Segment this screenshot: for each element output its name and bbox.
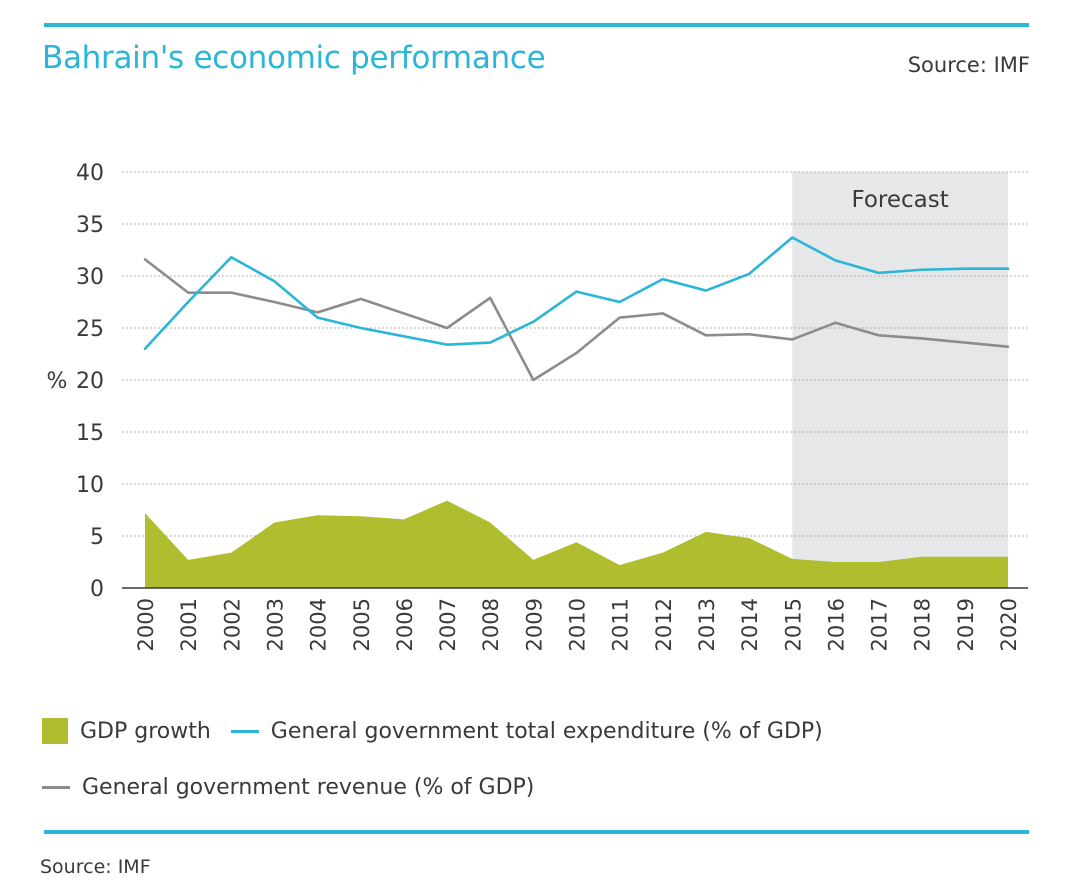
y-axis-label: % bbox=[47, 369, 68, 394]
y-tick-label-5: 5 bbox=[90, 525, 104, 550]
chart-title: Bahrain's economic performance bbox=[42, 40, 546, 76]
chart-area: Forecast 0 5 10 15 20 25 30 35 40% 2000 2001 2002 200… bbox=[47, 161, 1028, 651]
legend-swatch-gdp-growth bbox=[42, 718, 68, 744]
legend-swatch-revenue bbox=[42, 786, 70, 789]
x-tick-label-2013: 2013 bbox=[695, 598, 719, 651]
gdp-growth-area bbox=[145, 500, 1008, 588]
x-tick-label-2019: 2019 bbox=[954, 598, 978, 651]
legend-label-gdp-growth: GDP growth bbox=[80, 718, 211, 744]
legend-swatch-expenditure bbox=[230, 729, 259, 733]
y-tick-label-20: 20 bbox=[76, 369, 104, 394]
x-tick-label-2016: 2016 bbox=[824, 598, 848, 651]
x-tick-label-2006: 2006 bbox=[393, 598, 417, 651]
x-tick-label-2003: 2003 bbox=[263, 598, 287, 651]
x-tick-label-2018: 2018 bbox=[911, 598, 935, 651]
x-tick-label-2001: 2001 bbox=[177, 598, 201, 651]
x-tick-label-2017: 2017 bbox=[868, 598, 892, 651]
x-tick-label-2002: 2002 bbox=[220, 598, 244, 651]
legend-row-2: General government revenue (% of GDP) bbox=[42, 775, 534, 800]
expenditure-line bbox=[143, 236, 1010, 351]
x-tick-label-2011: 2011 bbox=[609, 598, 633, 651]
x-tick-label-2010: 2010 bbox=[566, 598, 590, 651]
y-tick-label-0: 0 bbox=[90, 577, 104, 602]
revenue-line bbox=[143, 258, 1010, 382]
x-tick-label-2005: 2005 bbox=[350, 598, 374, 651]
x-tick-label-2014: 2014 bbox=[738, 598, 762, 651]
y-tick-label-40: 40 bbox=[76, 161, 104, 186]
top-divider bbox=[44, 23, 1029, 27]
y-tick-label-15: 15 bbox=[76, 421, 104, 446]
y-tick-label-25: 25 bbox=[76, 317, 104, 342]
source-label-top: Source: IMF bbox=[907, 53, 1030, 77]
x-tick-label-2009: 2009 bbox=[522, 598, 546, 651]
x-tick-label-2020: 2020 bbox=[997, 598, 1021, 651]
forecast-band bbox=[792, 172, 1008, 588]
legend-label-expenditure: General government total expenditure (% … bbox=[270, 718, 823, 744]
forecast-label: Forecast bbox=[851, 187, 948, 213]
source-label-bottom: Source: IMF bbox=[40, 856, 151, 878]
x-tick-label-2015: 2015 bbox=[781, 598, 805, 651]
bottom-divider bbox=[44, 830, 1029, 834]
legend-label-revenue: General government revenue (% of GDP) bbox=[82, 775, 535, 800]
x-tick-label-2000: 2000 bbox=[134, 598, 158, 651]
x-tick-label-2007: 2007 bbox=[436, 598, 460, 651]
y-tick-label-10: 10 bbox=[76, 473, 104, 498]
y-tick-label-35: 35 bbox=[76, 213, 104, 238]
x-tick-label-2008: 2008 bbox=[479, 598, 503, 651]
legend-row-1: GDP growth General government total expe… bbox=[42, 718, 823, 744]
y-tick-label-30: 30 bbox=[76, 265, 104, 290]
x-tick-label-2012: 2012 bbox=[652, 598, 676, 651]
x-tick-label-2004: 2004 bbox=[307, 598, 331, 651]
